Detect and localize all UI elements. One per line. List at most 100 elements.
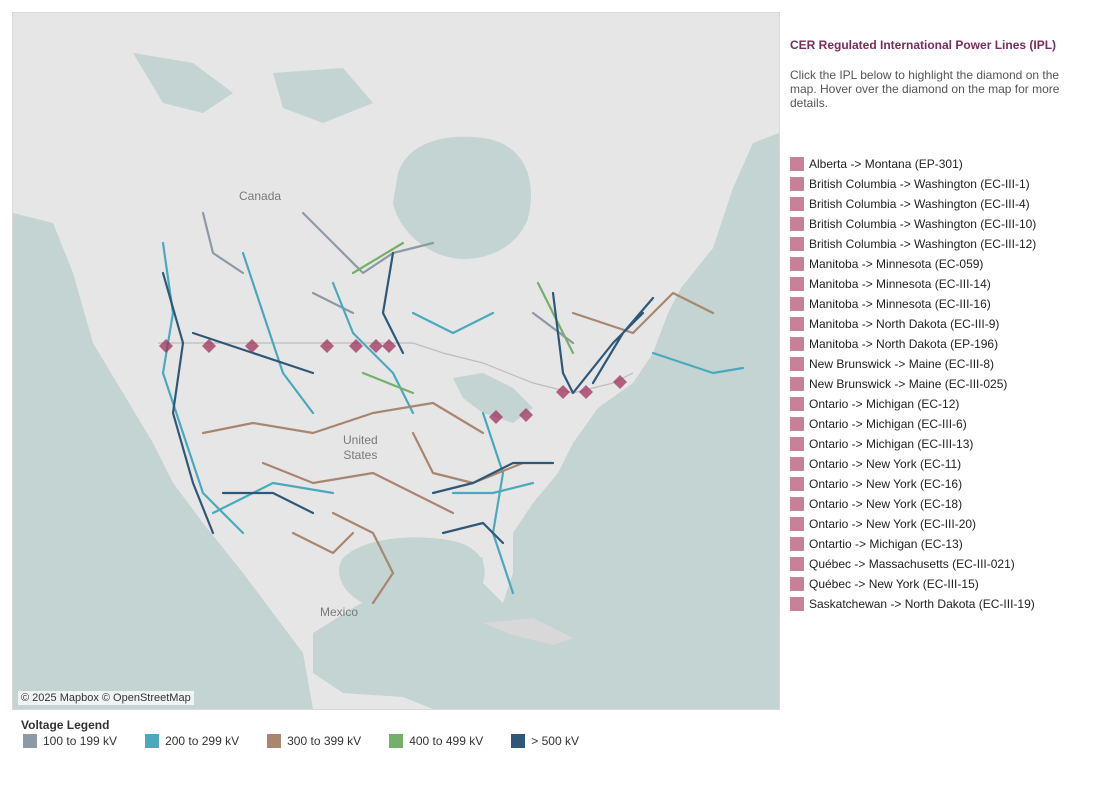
ipl-list-item[interactable]: New Brunswick -> Maine (EC-III-025) bbox=[790, 374, 1080, 394]
ipl-swatch[interactable] bbox=[790, 237, 804, 251]
ipl-label: Manitoba -> North Dakota (EC-III-9) bbox=[809, 317, 1000, 331]
legend-item[interactable]: 400 to 499 kV bbox=[389, 734, 483, 748]
ipl-diamond bbox=[369, 339, 383, 353]
ipl-list-item[interactable]: Ontartio -> Michigan (EC-13) bbox=[790, 534, 1080, 554]
ipl-list-item[interactable]: British Columbia -> Washington (EC-III-1… bbox=[790, 174, 1080, 194]
voltage-legend: Voltage Legend 100 to 199 kV 200 to 299 k… bbox=[21, 718, 605, 748]
ipl-swatch[interactable] bbox=[790, 517, 804, 531]
ipl-label: Manitoba -> Minnesota (EC-059) bbox=[809, 257, 984, 271]
ipl-swatch[interactable] bbox=[790, 357, 804, 371]
ipl-label: Québec -> Massachusetts (EC-III-021) bbox=[809, 557, 1015, 571]
ipl-diamond bbox=[245, 339, 259, 353]
line-100-199kv bbox=[201, 211, 575, 345]
ipl-swatch[interactable] bbox=[790, 157, 804, 171]
greenland-land bbox=[633, 13, 779, 123]
ipl-list-item[interactable]: Ontario -> New York (EC-11) bbox=[790, 454, 1080, 474]
ipl-list-item[interactable]: British Columbia -> Washington (EC-III-1… bbox=[790, 214, 1080, 234]
ipl-swatch[interactable] bbox=[790, 497, 804, 511]
ipl-label: British Columbia -> Washington (EC-III-1… bbox=[809, 217, 1037, 231]
legend-item[interactable]: 200 to 299 kV bbox=[145, 734, 239, 748]
panel-title: CER Regulated International Power Lines … bbox=[790, 38, 1057, 52]
legend-label: 200 to 299 kV bbox=[165, 734, 240, 748]
ipl-list-item[interactable]: British Columbia -> Washington (EC-III-1… bbox=[790, 234, 1080, 254]
line-200-299kv bbox=[161, 241, 745, 595]
legend-item[interactable]: 100 to 199 kV bbox=[23, 734, 117, 748]
ipl-label: Ontartio -> Michigan (EC-13) bbox=[809, 537, 963, 551]
ipl-swatch[interactable] bbox=[790, 557, 804, 571]
ipl-swatch[interactable] bbox=[790, 297, 804, 311]
ipl-list-item[interactable]: Ontario -> New York (EC-16) bbox=[790, 474, 1080, 494]
ipl-list-item[interactable]: Ontario -> Michigan (EC-12) bbox=[790, 394, 1080, 414]
hudson-bay bbox=[393, 136, 531, 259]
cuba bbox=[483, 618, 573, 645]
legend-item[interactable]: > 500 kV bbox=[511, 734, 579, 748]
ipl-swatch[interactable] bbox=[790, 477, 804, 491]
ipl-label: Ontario -> New York (EC-16) bbox=[809, 477, 963, 491]
ipl-diamond bbox=[489, 410, 503, 424]
legend-swatch bbox=[389, 734, 404, 748]
gulf-of-mexico bbox=[339, 537, 485, 613]
ipl-label: New Brunswick -> Maine (EC-III-025) bbox=[809, 377, 1008, 391]
us-canada-border bbox=[158, 342, 634, 394]
ipl-swatch[interactable] bbox=[790, 177, 804, 191]
ipl-list-item[interactable]: Manitoba -> North Dakota (EP-196) bbox=[790, 334, 1080, 354]
ipl-diamond bbox=[519, 408, 533, 422]
ipl-list-item[interactable]: Manitoba -> Minnesota (EC-059) bbox=[790, 254, 1080, 274]
ipl-label: Alberta -> Montana (EP-301) bbox=[809, 157, 963, 171]
ipl-diamond bbox=[556, 385, 570, 399]
ipl-swatch[interactable] bbox=[790, 377, 804, 391]
ipl-list-item[interactable]: Manitoba -> Minnesota (EC-III-16) bbox=[790, 294, 1080, 314]
map-attribution[interactable]: © 2025 Mapbox © OpenStreetMap bbox=[18, 691, 194, 705]
ipl-swatch[interactable] bbox=[790, 577, 804, 591]
ipl-swatch[interactable] bbox=[790, 457, 804, 471]
ipl-diamond bbox=[579, 385, 593, 399]
ipl-swatch[interactable] bbox=[790, 257, 804, 271]
pacific-ocean bbox=[13, 213, 313, 709]
ipl-label: Manitoba -> North Dakota (EP-196) bbox=[809, 337, 999, 351]
ipl-list-item[interactable]: Québec -> Massachusetts (EC-III-021) bbox=[790, 554, 1080, 574]
ipl-list-item[interactable]: Saskatchewan -> North Dakota (EC-III-19) bbox=[790, 594, 1080, 614]
ipl-list-item[interactable]: Québec -> New York (EC-III-15) bbox=[790, 574, 1080, 594]
ipl-diamond bbox=[382, 339, 396, 353]
ipl-diamond bbox=[202, 339, 216, 353]
ipl-swatch[interactable] bbox=[790, 197, 804, 211]
ipl-swatch[interactable] bbox=[790, 437, 804, 451]
ipl-swatch[interactable] bbox=[790, 277, 804, 291]
ipl-label: British Columbia -> Washington (EC-III-1… bbox=[809, 237, 1037, 251]
legend-label: 400 to 499 kV bbox=[409, 734, 484, 748]
ipl-label: Ontario -> New York (EC-11) bbox=[809, 457, 962, 471]
ipl-diamond bbox=[349, 339, 363, 353]
legend-label: 300 to 399 kV bbox=[287, 734, 362, 748]
ipl-list-item[interactable]: Ontario -> Michigan (EC-III-6) bbox=[790, 414, 1080, 434]
ipl-swatch[interactable] bbox=[790, 217, 804, 231]
ipl-label: Manitoba -> Minnesota (EC-III-14) bbox=[809, 277, 991, 291]
ipl-list-item[interactable]: British Columbia -> Washington (EC-III-4… bbox=[790, 194, 1080, 214]
ipl-list-item[interactable]: Manitoba -> Minnesota (EC-III-14) bbox=[790, 274, 1080, 294]
ipl-label: New Brunswick -> Maine (EC-III-8) bbox=[809, 357, 995, 371]
ipl-swatch[interactable] bbox=[790, 337, 804, 351]
legend-items: 100 to 199 kV 200 to 299 kV 300 to 399 kV 4… bbox=[21, 734, 605, 748]
ipl-swatch[interactable] bbox=[790, 317, 804, 331]
legend-swatch bbox=[511, 734, 526, 748]
ipl-swatch[interactable] bbox=[790, 537, 804, 551]
ipl-swatch[interactable] bbox=[790, 397, 804, 411]
legend-title: Voltage Legend bbox=[21, 718, 110, 732]
legend-swatch bbox=[145, 734, 160, 748]
legend-label: 100 to 199 kV bbox=[43, 734, 118, 748]
ipl-list-item[interactable]: Manitoba -> North Dakota (EC-III-9) bbox=[790, 314, 1080, 334]
legend-label: > 500 kV bbox=[531, 734, 579, 748]
ipl-diamond bbox=[320, 339, 334, 353]
legend-item[interactable]: 300 to 399 kV bbox=[267, 734, 361, 748]
ipl-list-item[interactable]: Alberta -> Montana (EP-301) bbox=[790, 154, 1080, 174]
label-canada: Canada bbox=[239, 189, 282, 203]
panel-description: Click the IPL below to highlight the dia… bbox=[790, 68, 1060, 110]
ipl-list-item[interactable]: Ontario -> New York (EC-III-20) bbox=[790, 514, 1080, 534]
ipl-list-item[interactable]: New Brunswick -> Maine (EC-III-8) bbox=[790, 354, 1080, 374]
ipl-label: Ontario -> Michigan (EC-III-6) bbox=[809, 417, 967, 431]
ipl-swatch[interactable] bbox=[790, 597, 804, 611]
ipl-label: Ontario -> New York (EC-III-20) bbox=[809, 517, 977, 531]
ipl-list-item[interactable]: Ontario -> New York (EC-18) bbox=[790, 494, 1080, 514]
ipl-list-item[interactable]: Ontario -> Michigan (EC-III-13) bbox=[790, 434, 1080, 454]
ipl-swatch[interactable] bbox=[790, 417, 804, 431]
map-view[interactable]: Canada United States Mexico © 2025 Mapbo… bbox=[12, 12, 780, 710]
